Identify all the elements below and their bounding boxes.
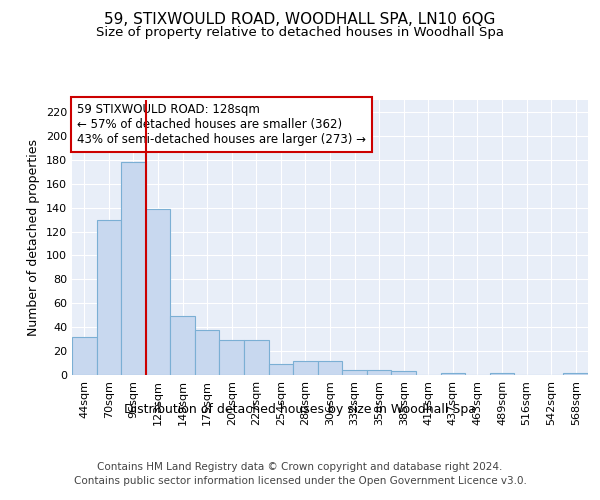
Bar	[440, 372, 465, 375]
Bar	[318, 360, 342, 375]
Bar	[293, 360, 318, 375]
Bar	[170, 316, 195, 375]
Bar	[121, 162, 146, 375]
Text: 59, STIXWOULD ROAD, WOODHALL SPA, LN10 6QG: 59, STIXWOULD ROAD, WOODHALL SPA, LN10 6…	[104, 12, 496, 28]
Text: Contains public sector information licensed under the Open Government Licence v3: Contains public sector information licen…	[74, 476, 526, 486]
Y-axis label: Number of detached properties: Number of detached properties	[28, 139, 40, 336]
Bar	[72, 336, 97, 375]
Bar	[367, 370, 391, 375]
Bar	[195, 330, 220, 375]
Bar	[490, 372, 514, 375]
Bar	[563, 372, 588, 375]
Bar	[342, 370, 367, 375]
Text: 59 STIXWOULD ROAD: 128sqm
← 57% of detached houses are smaller (362)
43% of semi: 59 STIXWOULD ROAD: 128sqm ← 57% of detac…	[77, 103, 366, 146]
Text: Contains HM Land Registry data © Crown copyright and database right 2024.: Contains HM Land Registry data © Crown c…	[97, 462, 503, 472]
Bar	[269, 364, 293, 375]
Bar	[146, 209, 170, 375]
Bar	[244, 340, 269, 375]
Bar	[220, 340, 244, 375]
Text: Distribution of detached houses by size in Woodhall Spa: Distribution of detached houses by size …	[124, 402, 476, 415]
Bar	[391, 372, 416, 375]
Text: Size of property relative to detached houses in Woodhall Spa: Size of property relative to detached ho…	[96, 26, 504, 39]
Bar	[97, 220, 121, 375]
